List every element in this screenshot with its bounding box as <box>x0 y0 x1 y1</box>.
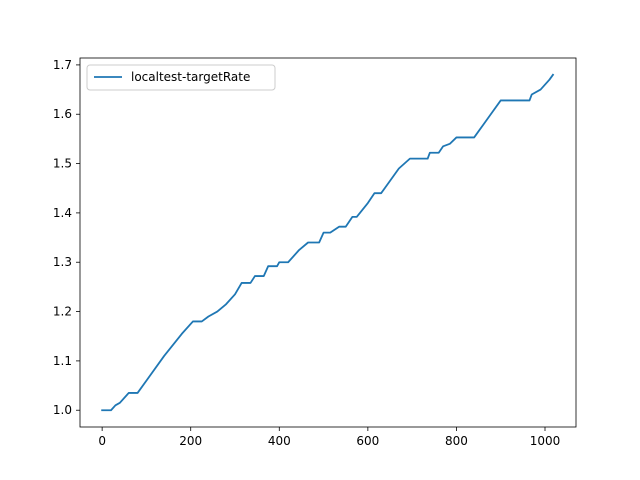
y-tick-label: 1.4 <box>53 206 72 220</box>
y-tick-label: 1.0 <box>53 403 72 417</box>
x-tick-label: 400 <box>268 434 291 448</box>
x-tick-label: 600 <box>356 434 379 448</box>
series-layer <box>101 73 555 412</box>
y-tick-label: 1.7 <box>53 58 72 72</box>
plot-frame <box>79 57 577 428</box>
x-tick-label: 1000 <box>530 434 561 448</box>
y-tick-label: 1.1 <box>53 354 72 368</box>
y-tick-label: 1.2 <box>53 305 72 319</box>
series-line-0 <box>101 73 555 412</box>
plot-area <box>80 58 576 427</box>
legend-box <box>86 64 276 91</box>
y-tick-label: 1.3 <box>53 255 72 269</box>
legend-label: localtest-targetRate <box>131 70 250 84</box>
x-tick-label: 0 <box>98 434 106 448</box>
y-tick-label: 1.6 <box>53 107 72 121</box>
legend: localtest-targetRate <box>86 64 276 91</box>
x-tick-label: 800 <box>445 434 468 448</box>
x-tick-label: 200 <box>179 434 202 448</box>
axes-layer: 0 200 400 600 800 1000 1.0 1.1 1.2 1.3 1.4 1.5 1.6 1.… <box>53 58 560 448</box>
y-tick-label: 1.5 <box>53 157 72 171</box>
